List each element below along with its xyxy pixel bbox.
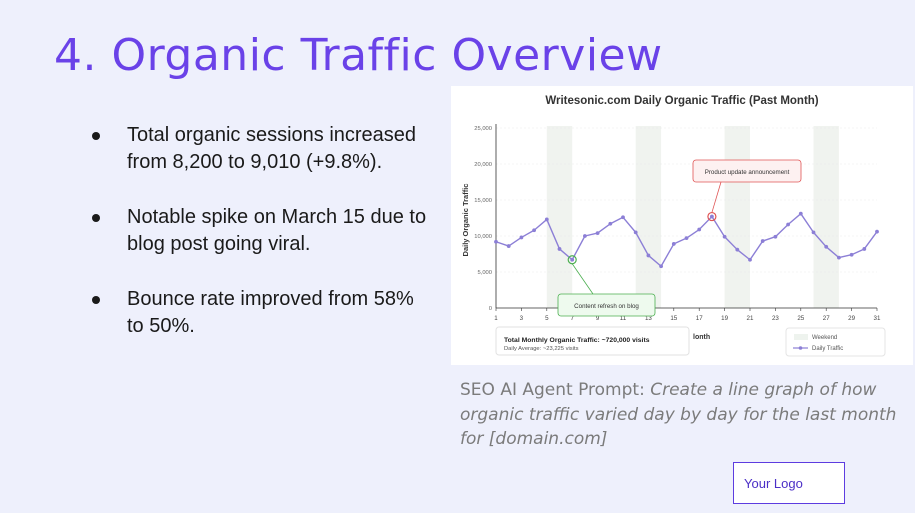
x-tick-label: 5 xyxy=(545,315,549,322)
data-point xyxy=(786,222,790,227)
data-point xyxy=(570,257,575,262)
data-point xyxy=(595,231,600,236)
annotation-label: Product update announcement xyxy=(705,169,790,176)
bullet-item: Bounce rate improved from 58% to 50%. xyxy=(90,286,430,340)
legend-daily-traffic: Daily Traffic xyxy=(812,346,843,352)
y-tick-label: 25,000 xyxy=(474,126,492,132)
annotation-box xyxy=(557,293,656,317)
traffic-line-chart: Writesonic.com Daily Organic Traffic (Pa… xyxy=(461,95,886,357)
prompt-text: Create a line graph of how organic traff… xyxy=(460,380,897,449)
x-tick-label: 13 xyxy=(645,315,652,322)
data-point xyxy=(773,234,778,239)
occluded-label: lonth xyxy=(693,334,710,341)
data-point xyxy=(621,215,625,220)
data-point xyxy=(494,239,498,244)
y-tick-label: 15,000 xyxy=(474,198,492,204)
x-tick-label: 19 xyxy=(721,315,728,322)
chart-title: Writesonic.com Daily Organic Traffic (Pa… xyxy=(545,95,818,107)
x-tick-label: 31 xyxy=(874,315,881,322)
y-tick-label: 10,000 xyxy=(474,234,492,240)
chart-legend: Weekend Daily Traffic xyxy=(785,327,886,357)
data-point xyxy=(646,253,651,258)
data-point xyxy=(837,255,841,260)
y-tick-label: 0 xyxy=(489,306,492,312)
bullet-item: Notable spike on March 15 due to blog po… xyxy=(90,204,430,258)
bullet-item: Total organic sessions increased from 8,… xyxy=(90,122,430,176)
data-point xyxy=(735,247,740,252)
traffic-chart-card: Writesonic.com Daily Organic Traffic (Pa… xyxy=(451,86,913,365)
data-point xyxy=(506,244,511,248)
data-point xyxy=(544,217,549,222)
data-point xyxy=(760,239,765,243)
x-tick-label: 27 xyxy=(823,315,830,322)
x-tick-label: 23 xyxy=(772,315,779,322)
summary-average: Daily Average: ~23,225 visits xyxy=(504,346,579,352)
data-point xyxy=(824,244,829,249)
data-point xyxy=(748,257,752,262)
y-tick-label: 5,000 xyxy=(477,270,492,276)
data-point xyxy=(671,242,676,246)
data-point xyxy=(710,214,714,219)
annotation-label: Content refresh on blog xyxy=(574,303,639,310)
x-tick-label: 15 xyxy=(670,315,677,322)
x-tick-label: 11 xyxy=(620,315,627,322)
x-tick-label: 29 xyxy=(848,315,855,322)
bullet-list: Total organic sessions increased from 8,… xyxy=(90,122,430,368)
data-point xyxy=(875,229,879,234)
data-point xyxy=(849,252,854,257)
data-point xyxy=(798,211,803,216)
x-tick-label: 1 xyxy=(494,315,498,322)
annotation-connector xyxy=(571,263,594,295)
data-point xyxy=(659,264,663,269)
annotation-box xyxy=(692,159,802,183)
weekend-band xyxy=(546,126,573,308)
weekend-band xyxy=(635,126,662,308)
summary-box: Total Monthly Organic Traffic: ~720,000 … xyxy=(495,326,690,356)
data-point xyxy=(811,230,816,235)
prompt-prefix: SEO AI Agent Prompt: xyxy=(460,380,651,400)
y-tick-label: 20,000 xyxy=(474,162,492,168)
x-tick-label: 25 xyxy=(797,315,804,322)
data-point xyxy=(722,234,727,239)
data-point xyxy=(583,234,587,238)
annotation-connector xyxy=(711,181,722,213)
data-point xyxy=(608,221,613,226)
seo-agent-prompt: SEO AI Agent Prompt: Create a line graph… xyxy=(460,378,900,452)
weekend-band xyxy=(724,126,750,308)
x-tick-label: 9 xyxy=(596,315,600,322)
data-point xyxy=(519,235,524,240)
x-tick-label: 7 xyxy=(570,315,574,322)
summary-total: Total Monthly Organic Traffic: ~720,000 … xyxy=(504,337,650,344)
legend-weekend: Weekend xyxy=(812,335,837,341)
x-tick-label: 21 xyxy=(747,315,754,322)
x-tick-label: 17 xyxy=(696,315,703,322)
legend-line-marker xyxy=(798,346,803,350)
weekend-swatch xyxy=(794,334,808,340)
x-tick-label: 3 xyxy=(520,315,524,322)
weekend-band xyxy=(813,126,839,308)
logo-label: Your Logo xyxy=(744,475,803,491)
data-point xyxy=(697,227,702,232)
data-point xyxy=(532,228,536,233)
slide-title: 4. Organic Traffic Overview xyxy=(54,30,663,81)
data-point xyxy=(557,247,562,251)
data-point xyxy=(684,236,689,241)
logo-placeholder: Your Logo xyxy=(733,462,845,504)
y-axis-label: Daily Organic Traffic xyxy=(461,184,470,257)
data-point xyxy=(633,230,638,235)
data-point xyxy=(862,247,867,251)
